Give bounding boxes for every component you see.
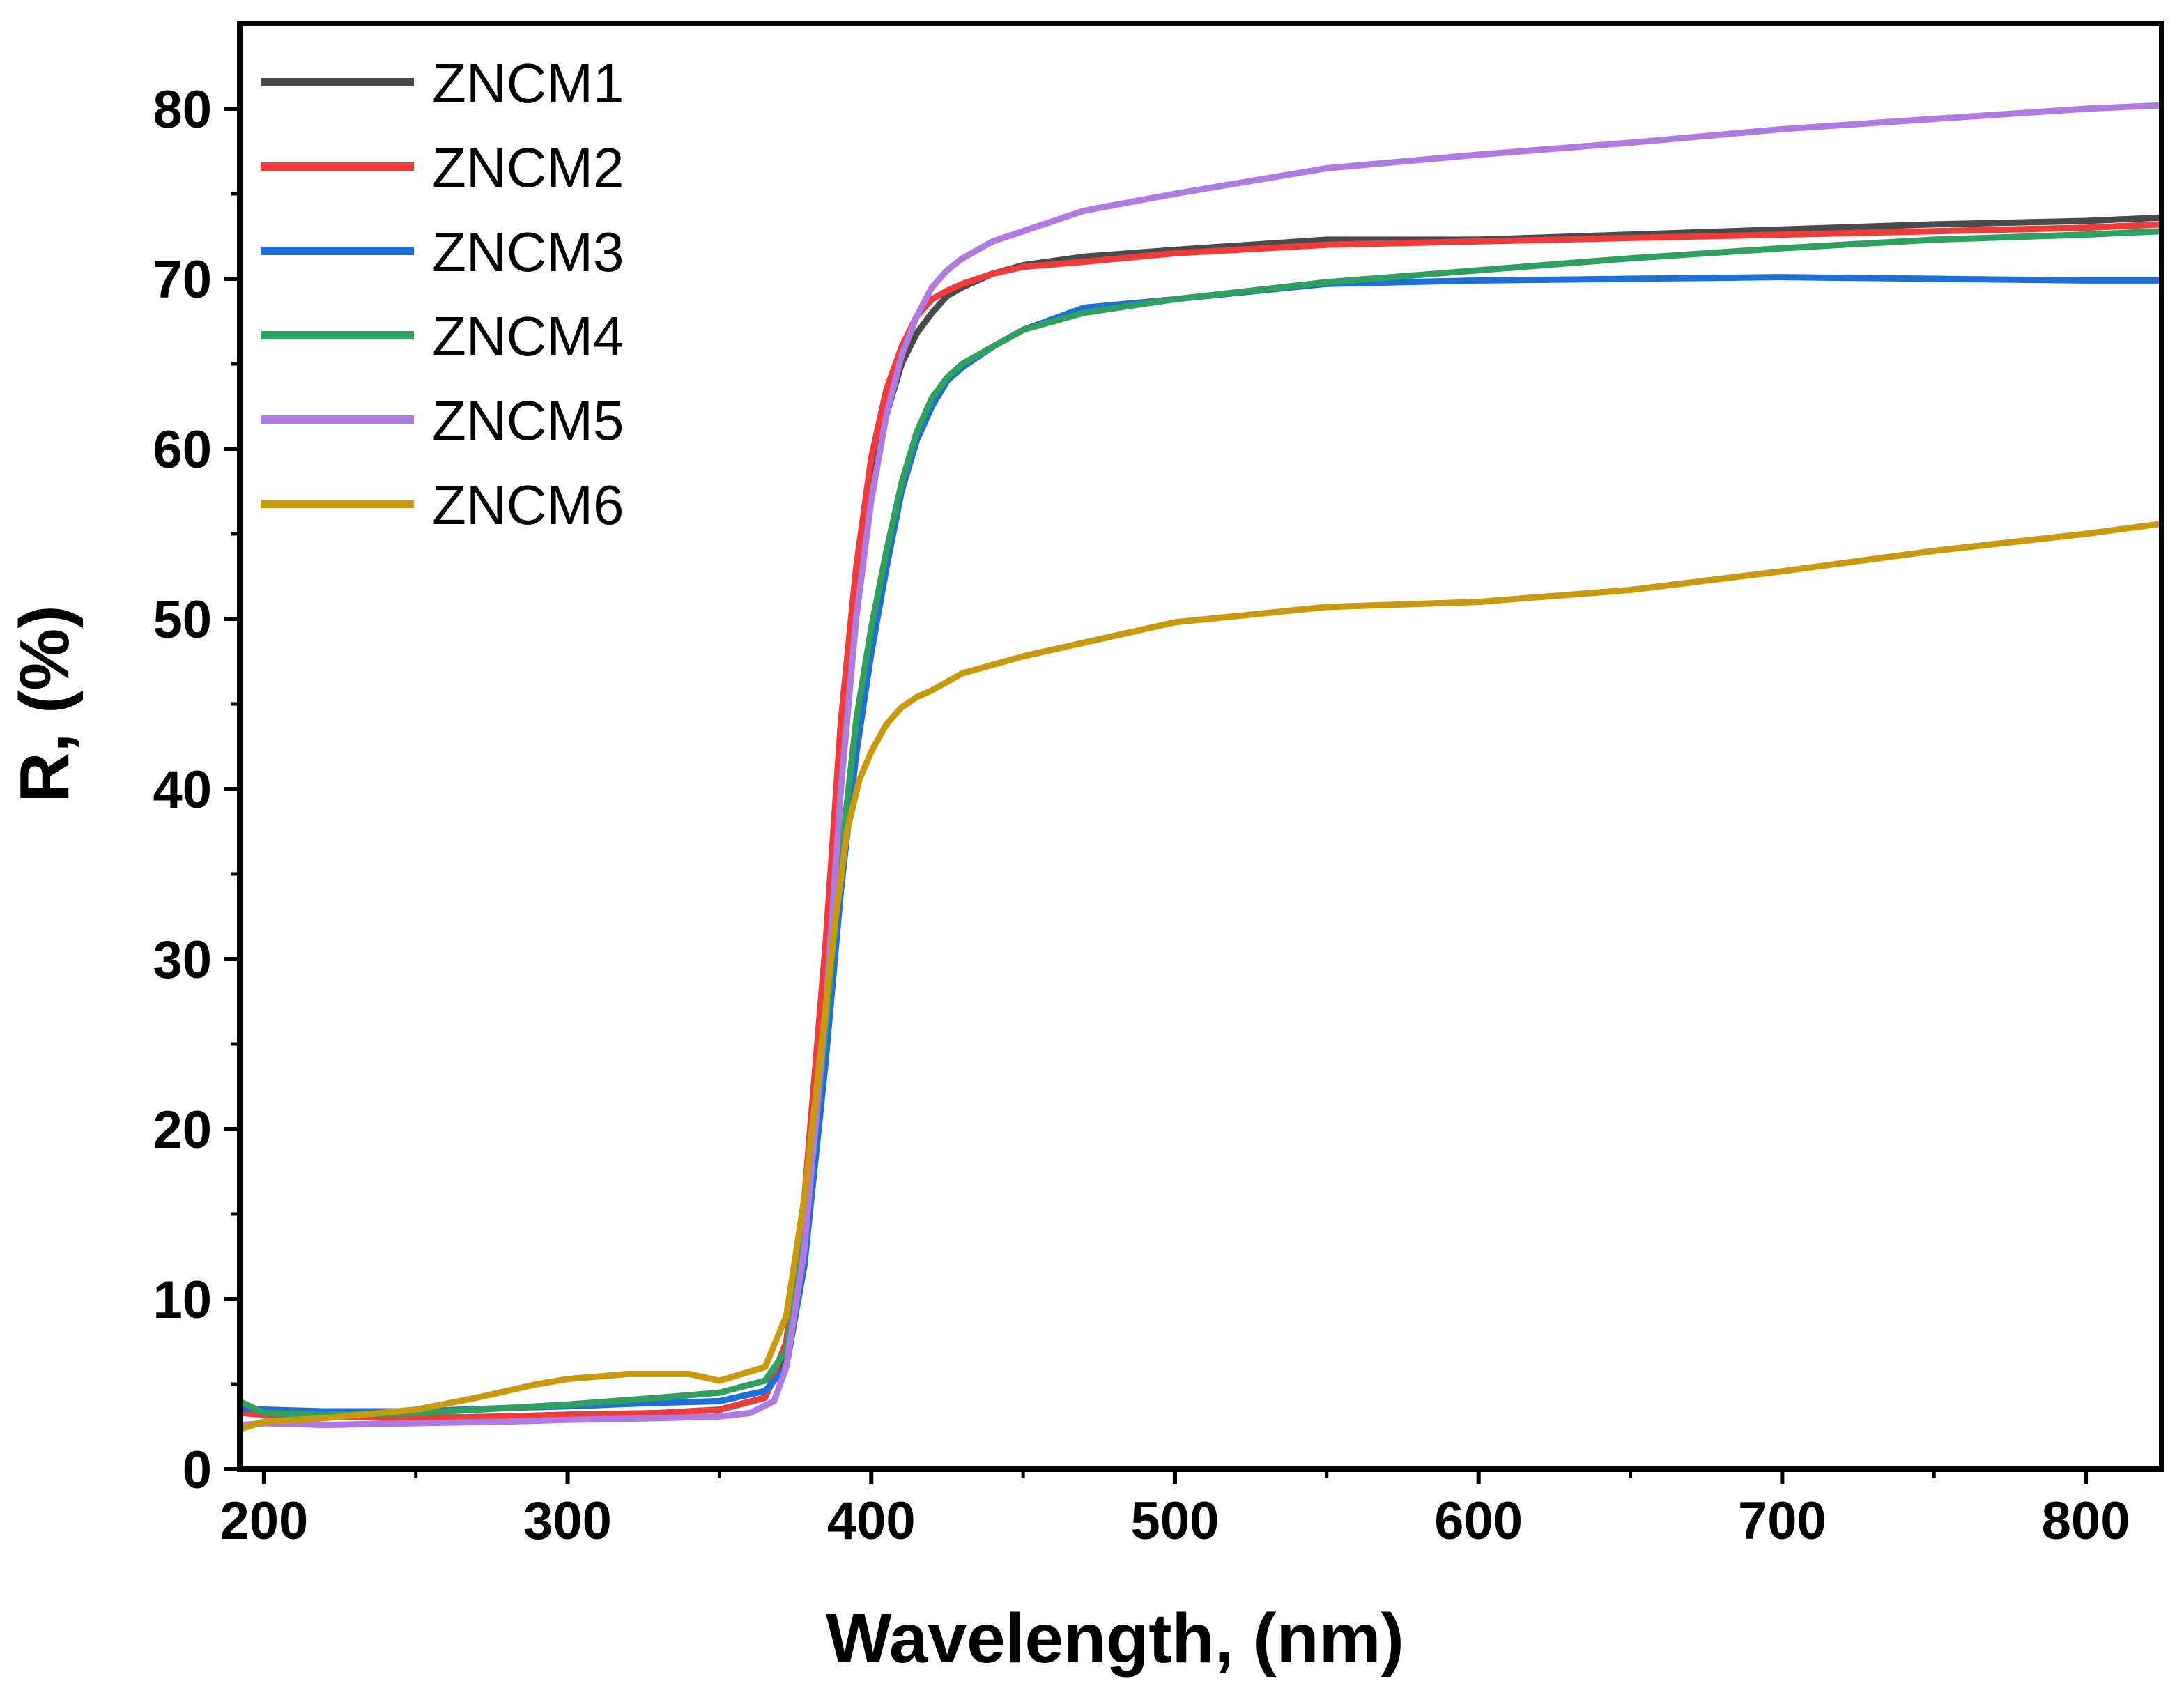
x-tick-label: 800 <box>2042 1491 2130 1551</box>
series-line-zncm4 <box>240 228 2162 1418</box>
y-tick-label: 0 <box>183 1441 212 1500</box>
plot-frame <box>237 21 2164 1472</box>
x-tick-label: 700 <box>1738 1491 1827 1551</box>
x-tick-label: 200 <box>220 1491 308 1551</box>
series-line-zncm6 <box>240 520 2162 1432</box>
y-tick-label: 70 <box>153 250 212 309</box>
legend-label-zncm2: ZNCM2 <box>432 137 624 199</box>
y-axis-title: R, (%) <box>6 605 84 802</box>
x-tick-label: 500 <box>1131 1491 1220 1551</box>
y-tick-label: 30 <box>153 930 212 990</box>
plot-series <box>240 102 2162 1432</box>
y-tick-label: 80 <box>153 80 212 139</box>
legend-label-zncm6: ZNCM6 <box>432 474 624 536</box>
legend-label-zncm5: ZNCM5 <box>432 390 624 452</box>
legend-label-zncm3: ZNCM3 <box>432 221 624 283</box>
legend-label-zncm4: ZNCM4 <box>432 305 624 367</box>
y-tick-label: 60 <box>153 420 212 479</box>
y-tick-label: 50 <box>153 590 212 650</box>
x-tick-label: 600 <box>1434 1491 1523 1551</box>
x-axis-title: Wavelength, (nm) <box>826 1599 1404 1678</box>
series-line-zncm5 <box>240 102 2162 1429</box>
legend: ZNCM1 ZNCM2 ZNCM3 ZNCM4 ZNCM5 ZNCM6 <box>261 52 624 536</box>
legend-label-zncm1: ZNCM1 <box>432 52 624 114</box>
x-tick-label: 400 <box>827 1491 916 1551</box>
y-tick-label: 40 <box>153 760 212 820</box>
series-line-zncm2 <box>240 221 2162 1422</box>
axis-ticks: 200 300 400 500 600 700 800 0 10 20 30 40 50 60 70 80 <box>153 80 2130 1551</box>
y-tick-label: 20 <box>153 1100 212 1160</box>
y-tick-label: 10 <box>153 1271 212 1330</box>
x-tick-label: 300 <box>523 1491 612 1551</box>
